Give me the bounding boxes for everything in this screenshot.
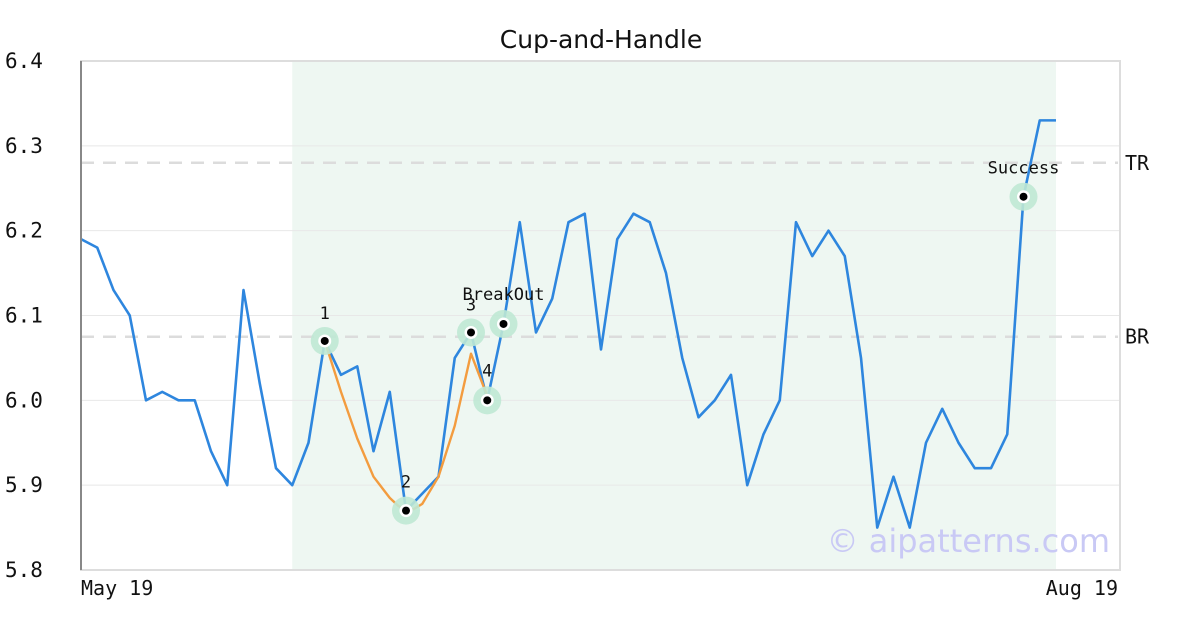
chart-title: Cup-and-Handle bbox=[500, 25, 702, 54]
markers-layer bbox=[310, 182, 1038, 525]
y-tick-label: 6.3 bbox=[5, 134, 43, 158]
marker-dot bbox=[320, 336, 329, 345]
x-tick-label: May 19 bbox=[81, 576, 153, 600]
marker-dot bbox=[483, 396, 492, 405]
y-axis-ticks: 6.4 6.3 6.2 6.1 6.0 5.9 5.8 bbox=[5, 49, 43, 582]
y-tick-label: 5.8 bbox=[5, 558, 43, 582]
marker-dot bbox=[1019, 192, 1028, 201]
annotation-label: BreakOut bbox=[463, 285, 545, 305]
gridlines bbox=[81, 145, 1120, 486]
annotation-label: Success bbox=[988, 159, 1060, 179]
marker-dot bbox=[499, 319, 508, 328]
y-tick-label: 6.0 bbox=[5, 388, 43, 412]
annotation-labels: 1 2 3 4 BreakOut Success bbox=[320, 159, 1060, 493]
reference-label-tr: TR bbox=[1125, 151, 1150, 175]
annotation-label: 1 bbox=[320, 304, 330, 324]
marker-dot bbox=[402, 506, 410, 515]
marker-dot bbox=[467, 328, 475, 337]
annotation-label: 4 bbox=[482, 361, 492, 381]
y-tick-label: 6.1 bbox=[5, 304, 43, 328]
x-axis-ticks: May 19 Aug 19 bbox=[81, 576, 1118, 600]
y-tick-label: 6.2 bbox=[5, 219, 43, 243]
annotation-label: 2 bbox=[401, 473, 411, 493]
plot-frame bbox=[80, 60, 1121, 571]
y-tick-label: 6.4 bbox=[5, 49, 43, 73]
price-series-line bbox=[80, 119, 1056, 529]
watermark: © aipatterns.com bbox=[827, 522, 1110, 560]
reference-label-br: BR bbox=[1125, 325, 1150, 349]
annotation-label: 3 bbox=[466, 295, 476, 315]
y-tick-label: 5.9 bbox=[5, 473, 43, 497]
x-tick-label: Aug 19 bbox=[1046, 576, 1118, 600]
